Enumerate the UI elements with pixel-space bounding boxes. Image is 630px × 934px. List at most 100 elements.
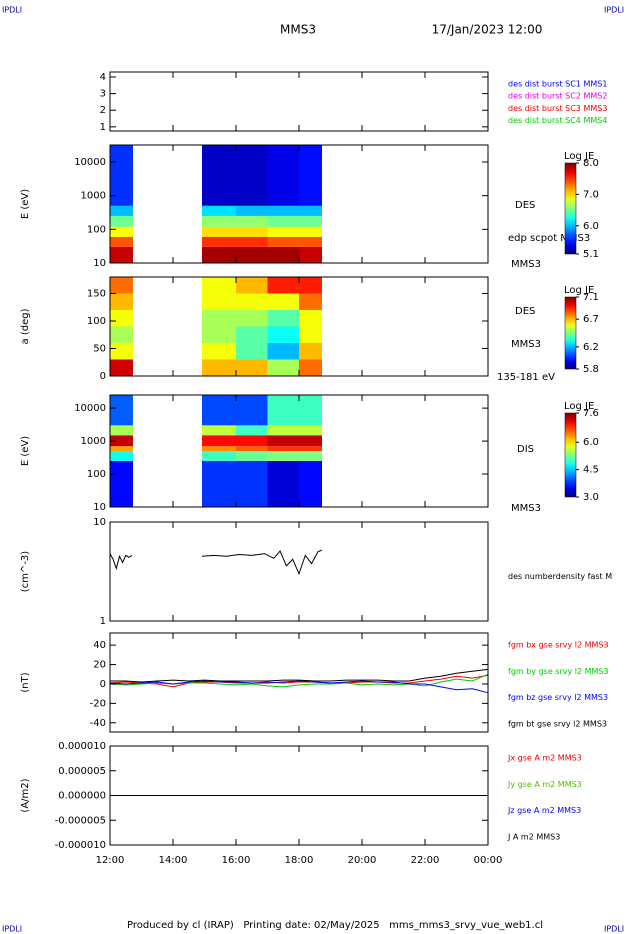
x-tick-label: 14:00 [159, 855, 188, 866]
heatmap-cell [299, 451, 322, 461]
legend-entry: Jy gse A m2 MMS3 [507, 780, 582, 789]
heatmap-cell [201, 343, 236, 360]
y-tick-label: 50 [93, 344, 106, 355]
x-tick-label: 18:00 [285, 855, 314, 866]
heatmap-cell [267, 446, 299, 451]
heatmap-cell [201, 310, 236, 327]
y-tick-label: 100 [87, 316, 106, 327]
legend-entry: fgm by gse srvy l2 MMS3 [508, 667, 609, 676]
heatmap-cell [267, 310, 299, 327]
y-axis-label: (nT) [20, 672, 31, 692]
heatmap-cell [236, 215, 268, 227]
corner-label: IPDLI [604, 925, 624, 934]
heatmap-cell [201, 395, 236, 426]
heatmap-cell [236, 246, 268, 263]
y-tick-label: 1000 [81, 191, 106, 202]
heatmap-cell [201, 435, 236, 447]
heatmap-cell [267, 435, 299, 447]
colorbar-tick-label: 6.7 [583, 314, 599, 325]
side-label: MMS3 [511, 339, 541, 350]
heatmap-cell [201, 293, 236, 310]
side-label: DES [515, 306, 535, 317]
y-tick-label: 10 [93, 517, 106, 528]
heatmap-cell [299, 236, 322, 247]
colorbar [564, 162, 577, 255]
side-label: 135-181 eV [497, 372, 555, 383]
y-tick-label: 10 [93, 258, 106, 269]
heatmap-cell [236, 343, 268, 360]
heatmap-cell [267, 246, 299, 263]
heatmap-cell [299, 395, 322, 426]
heatmap-cell [299, 226, 322, 237]
y-tick-label: -40 [90, 718, 106, 729]
heatmap-cell [299, 246, 322, 263]
heatmap-cell [236, 236, 268, 247]
heatmap-cell [110, 205, 133, 216]
heatmap-cell [201, 246, 236, 263]
heatmap-cell [299, 343, 322, 360]
y-tick-label: 0.000000 [58, 791, 106, 802]
y-tick-label: 1000 [81, 436, 106, 447]
heatmap-cell [110, 435, 133, 447]
panel: 1 2 3 4 des dist burst SC1 MMS1 des dist burs… [100, 71, 607, 133]
legend-entry: des dist burst SC4 MMS4 [508, 116, 607, 125]
panel-frame [109, 71, 489, 132]
corner-label: IPDLI [604, 6, 624, 15]
heatmap-cell [236, 310, 268, 327]
corner-label: IPDLI [2, 6, 22, 15]
heatmap-cell [236, 446, 268, 451]
colorbar-tick-label: 4.5 [583, 465, 599, 476]
heatmap-cell [267, 395, 299, 426]
heatmap-cell [267, 343, 299, 360]
y-tick-label: -0.000010 [55, 840, 106, 851]
heatmap-cell [110, 246, 133, 263]
heatmap-cell [236, 145, 268, 206]
corner-label: IPDLI [2, 925, 22, 934]
heatmap-cell [267, 145, 299, 206]
heatmap-cell [267, 425, 299, 436]
y-axis-label: E (eV) [20, 189, 31, 219]
title: MMS3 [280, 23, 316, 37]
y-tick-label: 40 [93, 640, 106, 651]
heatmap-cell [267, 293, 299, 310]
panel-frame [109, 521, 489, 622]
colorbar-tick-label: 3.0 [583, 492, 599, 503]
x-tick-label: 22:00 [411, 855, 440, 866]
y-tick-label: 100 [87, 224, 106, 235]
heatmap-cell [299, 435, 322, 447]
heatmap-cell [201, 451, 236, 461]
side-label: MMS3 [511, 503, 541, 514]
y-tick-label: 0 [100, 371, 106, 382]
heatmap-cell [110, 145, 133, 206]
heatmap-cell [110, 460, 133, 507]
panel: 10 100 1000 10000 E (eV) DIS MMS3 Log JE 3.0 4.5 6… [20, 394, 599, 514]
heatmap-cell [201, 226, 236, 237]
heatmap-cell [299, 145, 322, 206]
y-tick-label: 3 [100, 89, 106, 100]
x-tick-label: 16:00 [222, 855, 251, 866]
heatmap-cell [110, 425, 133, 436]
colorbar-tick-label: 7.1 [583, 292, 599, 303]
legend-entry: des dist burst SC1 MMS1 [508, 80, 607, 89]
legend-entry: fgm bx gse srvy l2 MMS3 [508, 641, 609, 650]
heatmap-cell [201, 460, 236, 507]
colorbar-title: Log JE [564, 285, 594, 296]
y-tick-label: 10 [93, 502, 106, 513]
panel: 1 10 (cm^-3) des numberdensity fast M [20, 517, 612, 627]
heatmap-cell [236, 460, 268, 507]
heatmap-cell [201, 425, 236, 436]
colorbar-tick-label: 5.1 [583, 249, 599, 260]
heatmap-cell [201, 215, 236, 227]
y-axis-label: (A/m2) [20, 778, 31, 812]
y-tick-label: 20 [93, 660, 106, 671]
side-label: DIS [517, 444, 534, 455]
heatmap-cell [110, 446, 133, 451]
heatmap-cell [201, 236, 236, 247]
heatmap-cell [110, 226, 133, 237]
y-tick-label: 150 [87, 289, 106, 300]
y-tick-label: 1 [100, 616, 106, 627]
panel: -0.000010 -0.000005 0.000000 0.000005 0.0000… [20, 741, 582, 866]
heatmap-cell [299, 277, 322, 294]
data-line [109, 680, 489, 694]
